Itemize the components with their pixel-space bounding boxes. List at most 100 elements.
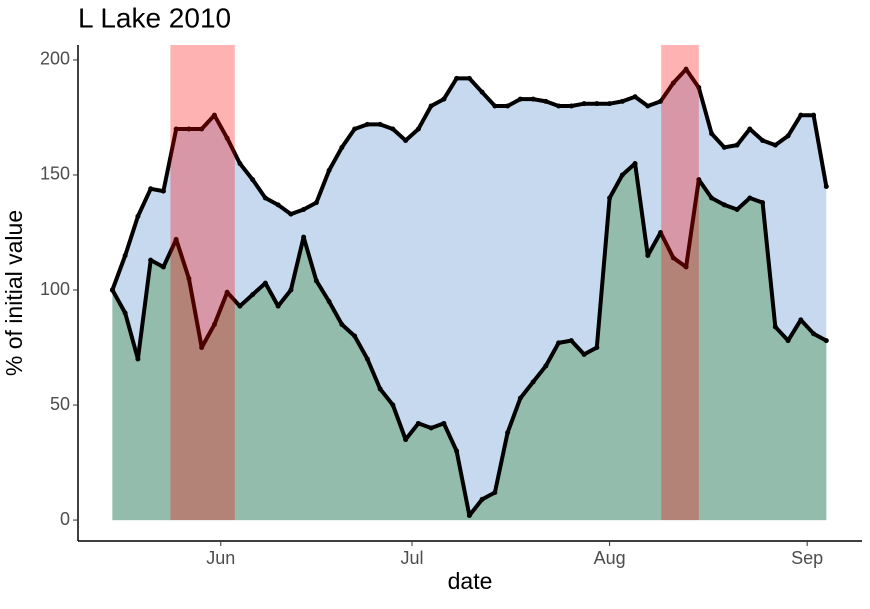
point <box>313 278 319 284</box>
point <box>250 292 256 298</box>
point <box>505 430 511 436</box>
point <box>135 356 141 362</box>
point <box>466 75 472 81</box>
point <box>811 331 817 337</box>
point <box>186 126 192 132</box>
point <box>772 324 778 330</box>
point <box>670 255 676 261</box>
point <box>479 89 485 95</box>
point <box>607 195 613 201</box>
highlight-period <box>661 45 699 521</box>
point <box>301 206 307 212</box>
point <box>658 229 664 235</box>
point <box>275 303 281 309</box>
y-axis-label: % of initial value <box>1 210 27 376</box>
point <box>377 121 383 127</box>
x-tick-label: Jun <box>206 548 235 568</box>
point <box>772 142 778 148</box>
point <box>211 322 217 328</box>
point <box>352 333 358 339</box>
point <box>785 338 791 344</box>
point <box>607 101 613 107</box>
x-axis-label: date <box>448 568 493 594</box>
point <box>275 202 281 208</box>
point <box>377 386 383 392</box>
point <box>709 195 715 201</box>
point <box>530 379 536 385</box>
point <box>530 96 536 102</box>
point <box>594 101 600 107</box>
point <box>568 103 574 109</box>
point <box>466 512 472 518</box>
point <box>173 126 179 132</box>
point <box>224 289 230 295</box>
highlight-period <box>170 45 235 521</box>
point <box>390 126 396 132</box>
point <box>798 317 804 323</box>
point <box>237 303 243 309</box>
chart-title: L Lake 2010 <box>78 2 231 33</box>
point <box>581 101 587 107</box>
y-tick-label: 150 <box>40 164 70 184</box>
point <box>568 338 574 344</box>
point <box>352 126 358 132</box>
point <box>441 96 447 102</box>
point <box>364 356 370 362</box>
point <box>556 340 562 346</box>
point <box>645 253 651 259</box>
point <box>581 351 587 357</box>
point <box>122 253 128 259</box>
point <box>454 75 460 81</box>
point <box>645 103 651 109</box>
point <box>313 200 319 206</box>
point <box>148 257 154 263</box>
point <box>224 135 230 141</box>
point <box>199 126 205 132</box>
point <box>148 186 154 192</box>
point <box>556 103 562 109</box>
point <box>288 287 294 293</box>
point <box>122 310 128 316</box>
point <box>339 322 345 328</box>
point <box>173 236 179 242</box>
point <box>326 167 332 173</box>
point <box>454 448 460 454</box>
x-tick-label: Aug <box>594 548 626 568</box>
point <box>301 234 307 240</box>
point <box>262 195 268 201</box>
point <box>632 94 638 100</box>
point <box>721 144 727 150</box>
point <box>160 188 166 194</box>
y-tick-label: 50 <box>50 394 70 414</box>
y-tick-label: 0 <box>60 509 70 529</box>
point <box>619 172 625 178</box>
point <box>823 183 829 189</box>
point <box>390 402 396 408</box>
point <box>479 496 485 502</box>
point <box>415 420 421 426</box>
point <box>721 202 727 208</box>
point <box>543 98 549 104</box>
point <box>237 160 243 166</box>
point <box>696 177 702 183</box>
point <box>670 80 676 86</box>
point <box>798 112 804 118</box>
point <box>288 211 294 217</box>
x-tick-label: Sep <box>791 548 823 568</box>
point <box>403 437 409 443</box>
x-tick-label: Jul <box>400 548 423 568</box>
point <box>428 103 434 109</box>
point <box>186 276 192 282</box>
point <box>734 206 740 212</box>
point <box>492 103 498 109</box>
point <box>760 200 766 206</box>
point <box>135 213 141 219</box>
point <box>326 299 332 305</box>
point <box>441 420 447 426</box>
point <box>734 142 740 148</box>
point <box>109 287 115 293</box>
point <box>211 112 217 118</box>
point <box>364 121 370 127</box>
point <box>747 126 753 132</box>
point <box>262 280 268 286</box>
